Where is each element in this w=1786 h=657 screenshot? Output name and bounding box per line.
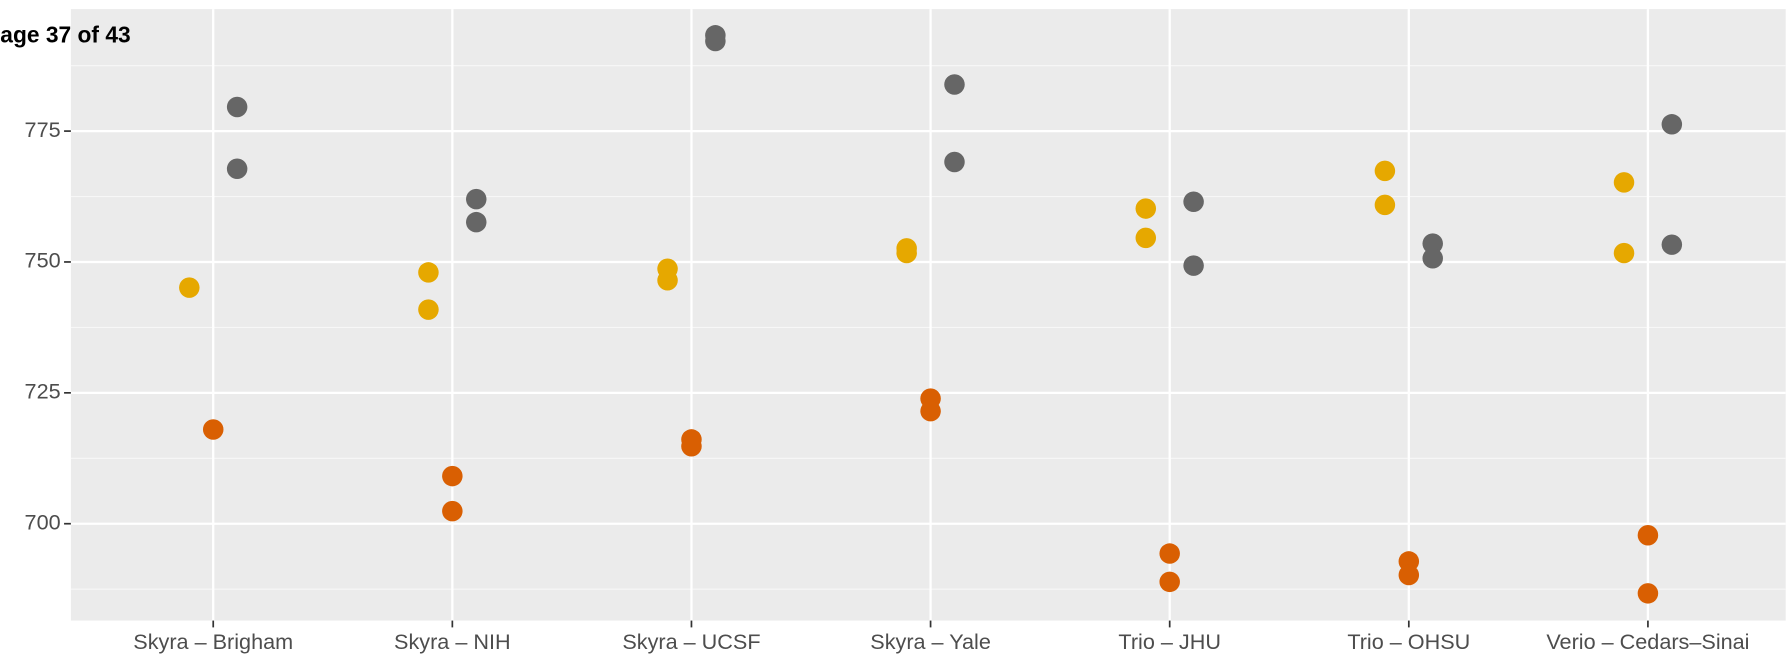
point [1613,172,1635,193]
point [1661,114,1683,135]
marks [179,25,1683,604]
point [1398,564,1420,586]
point [1159,571,1180,593]
point [1637,524,1659,546]
point [896,242,917,264]
point [1135,227,1157,249]
grid: 700 725 750 775 Skyra – Brigham Skyra – NIH Sk… [25,9,1786,654]
point [418,262,439,283]
x-tick-label: Trio – OHSU [1347,629,1470,654]
point [1183,255,1204,276]
y-tick-label: 750 [25,248,61,273]
point [418,299,439,320]
point [442,465,463,487]
point [920,400,941,422]
point [944,74,965,95]
chart-title: age 37 of 43 [0,21,130,47]
panel-background [70,9,1786,621]
point [657,270,678,291]
x-tick-label: Skyra – UCSF [622,629,760,654]
point [1374,194,1396,216]
point [1422,248,1443,269]
point [1135,198,1157,219]
point [1183,191,1204,213]
point [944,151,965,173]
point [226,96,248,118]
x-tick-label: Trio – JHU [1118,629,1221,654]
point [1613,242,1635,264]
point [466,211,487,233]
point [1374,160,1396,182]
point [705,30,726,52]
point [202,419,224,440]
point [681,435,702,457]
point [1661,234,1683,255]
x-tick-label: Skyra – Yale [870,629,991,654]
point [442,500,463,522]
y-tick-label: 775 [25,117,61,142]
point [226,158,248,180]
y-tick-label: 700 [25,509,61,534]
point [1422,233,1443,254]
point [1159,543,1180,564]
y-tick-label: 725 [25,379,61,404]
x-tick-label: Verio – Cedars–Sinai [1546,629,1749,654]
point [466,188,487,210]
point [179,277,200,298]
point [1637,583,1659,604]
x-tick-label: Skyra – Brigham [133,629,293,654]
x-tick-label: Skyra – NIH [394,629,511,654]
